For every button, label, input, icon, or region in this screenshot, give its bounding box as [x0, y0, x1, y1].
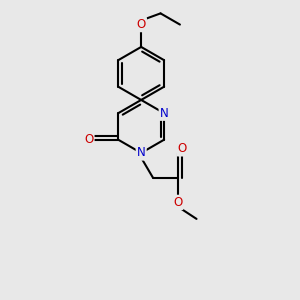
- Text: O: O: [84, 133, 93, 146]
- Text: N: N: [160, 107, 169, 120]
- Text: O: O: [178, 142, 187, 155]
- Text: O: O: [173, 196, 182, 209]
- Text: O: O: [136, 18, 146, 31]
- Text: N: N: [137, 146, 146, 159]
